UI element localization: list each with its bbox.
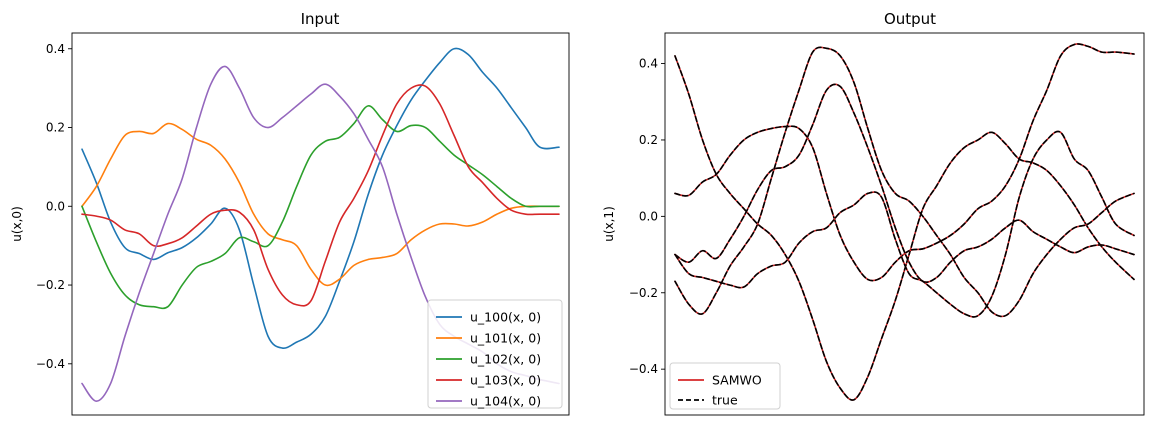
samwo-line-curve-e [674,130,1135,318]
samwo-line-curve-d [674,46,1135,318]
true-line-curve-d [674,46,1135,318]
output-y-axis-label: u(x,1) [602,206,616,242]
output-legend-box [669,362,781,410]
y-tick-label: −0.2 [629,286,658,300]
legend-label: SAMWO [712,373,762,388]
series-line-u-100-x-0- [81,47,560,349]
true-line-curve-b [674,43,1135,282]
output-y-ticks: −0.4 −0.2 0.0 0.2 0.4 [629,57,665,376]
true-line-curve-a [674,55,1135,401]
input-axes-frame [71,32,570,416]
y-tick-label: −0.2 [36,278,65,292]
output-chart: Output u(x,1) −0.4 −0.2 0.0 0.2 0.4 SAMWO tru… [602,10,1145,416]
series-line-u-102-x-0- [81,105,560,310]
y-tick-label: 0.0 [46,199,65,213]
input-chart: Input u(x,0) −0.4 −0.2 0.0 0.2 0.4 u_100(x, … [10,10,570,416]
series-line-u-103-x-0- [81,84,560,307]
input-chart-title: Input [301,10,340,28]
y-tick-label: −0.4 [36,357,65,371]
samwo-line-curve-b [674,43,1135,282]
y-tick-label: 0.4 [639,57,658,71]
y-tick-label: 0.0 [639,209,658,223]
output-chart-title: Output [884,10,936,28]
y-tick-label: 0.2 [46,121,65,135]
y-tick-label: −0.4 [629,362,658,376]
legend-label: u_102(x, 0) [470,352,541,367]
samwo-line-curve-a [674,55,1135,401]
legend-label: u_104(x, 0) [470,394,541,409]
true-line-curve-e [674,130,1135,318]
input-legend-box [427,299,563,409]
legend-label: u_103(x, 0) [470,373,541,388]
output-legend: SAMWO true [669,362,781,410]
legend-label: true [712,393,738,408]
y-tick-label: 0.4 [46,42,65,56]
output-series-layer [674,43,1135,401]
input-y-axis-label: u(x,0) [10,206,24,242]
input-legend: u_100(x, 0) u_101(x, 0) u_102(x, 0) u_103(x… [427,299,563,409]
legend-label: u_101(x, 0) [470,331,541,346]
series-line-u-101-x-0- [81,122,560,287]
y-tick-label: 0.2 [639,133,658,147]
legend-label: u_100(x, 0) [470,310,541,325]
output-axes-frame [664,32,1145,416]
input-y-ticks: −0.4 −0.2 0.0 0.2 0.4 [36,42,72,371]
true-line-curve-c [674,83,1135,284]
